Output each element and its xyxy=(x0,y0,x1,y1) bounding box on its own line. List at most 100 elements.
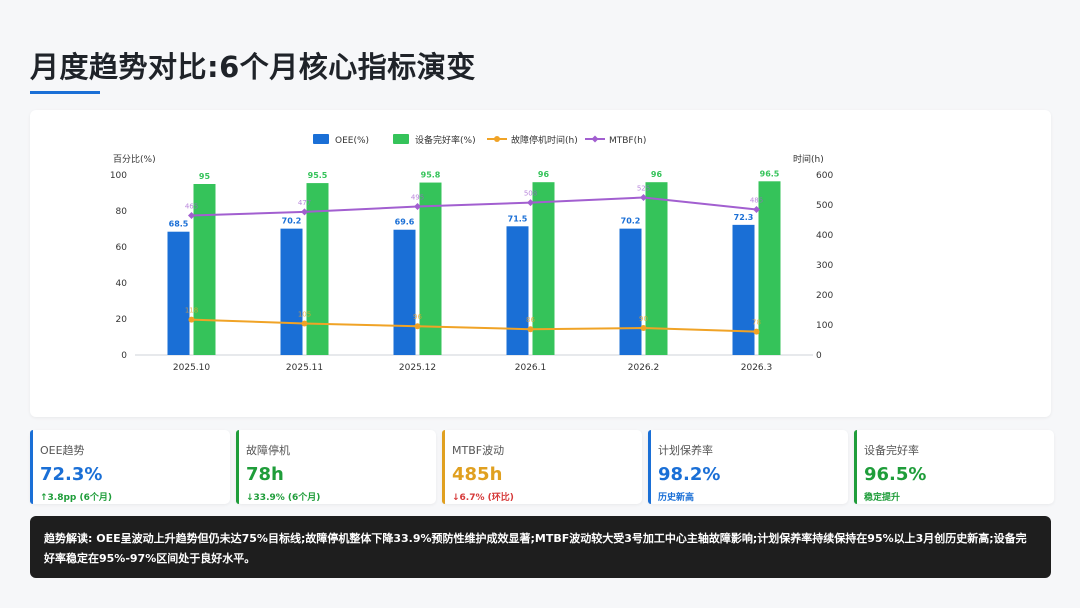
equipment-rate-bar-label: 95.5 xyxy=(308,171,328,180)
y-right-tick-label: 100 xyxy=(816,321,833,331)
downtime-line xyxy=(191,318,757,333)
mtbf-point-label: 485 xyxy=(750,197,763,205)
y-right-tick-label: 300 xyxy=(816,261,833,271)
mtbf-point xyxy=(753,206,760,213)
y-right-tick-label: 400 xyxy=(816,231,833,241)
page-title: 月度趋势对比:6个月核心指标演变 xyxy=(30,50,476,84)
y-left-tick-label: 20 xyxy=(116,315,128,325)
kpi-value: 72.3% xyxy=(40,464,103,485)
downtime-point xyxy=(640,325,647,331)
x-tick-label: 2026.1 xyxy=(515,363,547,373)
x-tick-label: 2025.10 xyxy=(173,363,210,373)
x-tick-label: 2025.12 xyxy=(399,363,436,373)
equipment-rate-bar-label: 96 xyxy=(538,170,550,179)
kpi-change: ↓33.9% (6个月) xyxy=(246,493,321,503)
y-left-axis-title: 百分比(%) xyxy=(113,153,156,165)
mtbf-point-label: 508 xyxy=(524,190,537,198)
kpi-label: 设备完好率 xyxy=(864,444,919,457)
oee-bar xyxy=(619,228,642,355)
downtime-point xyxy=(188,316,195,323)
legend-label: OEE(%) xyxy=(335,136,369,146)
downtime-point xyxy=(414,323,421,330)
kpi-label: 故障停机 xyxy=(246,444,290,457)
y-left-tick-label: 60 xyxy=(116,243,128,253)
downtime-point-label: 78 xyxy=(752,319,761,327)
kpi-card-maintenance: 计划保养率 98.2% 历史新高 xyxy=(648,430,848,504)
kpi-accent-bar xyxy=(854,430,857,504)
legend-marker xyxy=(591,135,599,143)
legend-label: 设备完好率(%) xyxy=(415,134,476,146)
oee-bar xyxy=(280,228,303,355)
equipment-rate-bar-label: 96 xyxy=(651,170,663,179)
equipment-rate-bar xyxy=(645,182,668,355)
kpi-accent-bar xyxy=(442,430,445,504)
kpi-change: 历史新高 xyxy=(658,493,695,503)
title-underline xyxy=(30,91,100,94)
oee-bar-label: 69.6 xyxy=(395,218,415,227)
mtbf-point xyxy=(414,203,421,210)
kpi-accent-bar xyxy=(236,430,239,504)
oee-bar-label: 71.5 xyxy=(508,214,528,223)
oee-bar xyxy=(506,226,529,355)
y-left-tick-label: 80 xyxy=(116,207,128,217)
legend-marker xyxy=(494,136,500,142)
equipment-rate-bar-label: 96.5 xyxy=(760,169,780,178)
x-tick-label: 2026.3 xyxy=(741,363,773,373)
kpi-label: 计划保养率 xyxy=(658,444,713,457)
trend-summary: 趋势解读: OEE呈波动上升趋势但仍未达75%目标线;故障停机整体下降33.9%… xyxy=(30,516,1051,578)
y-left-tick-label: 0 xyxy=(121,351,127,361)
oee-bar xyxy=(732,224,755,355)
kpi-value: 78h xyxy=(246,464,284,485)
x-tick-label: 2026.2 xyxy=(628,363,660,373)
mtbf-point xyxy=(640,194,647,201)
kpi-value: 98.2% xyxy=(658,464,721,485)
summary-lead: 趋势解读: xyxy=(44,532,93,545)
mtbf-point-label: 477 xyxy=(298,199,311,207)
kpi-accent-bar xyxy=(30,430,33,504)
kpi-value: 96.5% xyxy=(864,464,927,485)
oee-bar xyxy=(393,229,416,355)
mtbf-point-label: 525 xyxy=(637,185,650,193)
kpi-change: 稳定提升 xyxy=(864,493,901,503)
y-right-tick-label: 500 xyxy=(816,201,833,211)
downtime-point-label: 105 xyxy=(298,311,311,319)
kpi-change: ↓6.7% (环比) xyxy=(452,493,514,503)
kpi-change: ↑3.8pp (6个月) xyxy=(40,493,112,503)
oee-bar-label: 70.2 xyxy=(282,217,302,226)
downtime-point xyxy=(301,320,308,327)
downtime-point xyxy=(527,326,534,333)
mtbf-line xyxy=(191,196,757,217)
legend-swatch xyxy=(393,134,409,144)
x-tick-label: 2025.11 xyxy=(286,363,323,373)
oee-bar-label: 68.5 xyxy=(169,220,189,229)
downtime-point-label: 118 xyxy=(185,307,198,315)
mtbf-point xyxy=(527,199,534,207)
oee-bar xyxy=(167,231,190,355)
kpi-card-oee: OEE趋势 72.3% ↑3.8pp (6个月) xyxy=(30,430,230,504)
y-left-tick-label: 40 xyxy=(116,279,128,289)
kpi-card-equipment: 设备完好率 96.5% 稳定提升 xyxy=(854,430,1054,504)
legend-swatch xyxy=(313,134,329,144)
downtime-point xyxy=(753,328,760,335)
y-right-tick-label: 200 xyxy=(816,291,833,301)
kpi-card-downtime: 故障停机 78h ↓33.9% (6个月) xyxy=(236,430,436,504)
kpi-label: MTBF波动 xyxy=(452,444,505,457)
equipment-rate-bar xyxy=(758,181,781,355)
oee-bar-label: 72.3 xyxy=(734,213,754,222)
kpi-value: 485h xyxy=(452,464,503,485)
equipment-rate-bar-label: 95 xyxy=(199,172,211,181)
oee-bar-label: 70.2 xyxy=(621,217,641,226)
mtbf-point-label: 495 xyxy=(411,194,424,202)
trend-chart: 百分比(%) 时间(h) 0 20 40 60 80 100 0 100 200 300 400 500 6… xyxy=(110,134,833,373)
kpi-accent-bar xyxy=(648,430,651,504)
mtbf-point xyxy=(301,208,308,216)
mtbf-point-label: 465 xyxy=(185,203,198,211)
kpi-card-mtbf: MTBF波动 485h ↓6.7% (环比) xyxy=(442,430,642,504)
legend-label: MTBF(h) xyxy=(609,136,646,146)
equipment-rate-bar xyxy=(306,183,329,355)
chart-card: 百分比(%) 时间(h) 0 20 40 60 80 100 0 100 200 300 400 500 6… xyxy=(30,110,1051,417)
y-right-tick-label: 0 xyxy=(816,351,822,361)
downtime-point-label: 90 xyxy=(639,315,648,323)
legend-label: 故障停机时间(h) xyxy=(511,134,578,146)
y-right-tick-label: 600 xyxy=(816,171,833,181)
